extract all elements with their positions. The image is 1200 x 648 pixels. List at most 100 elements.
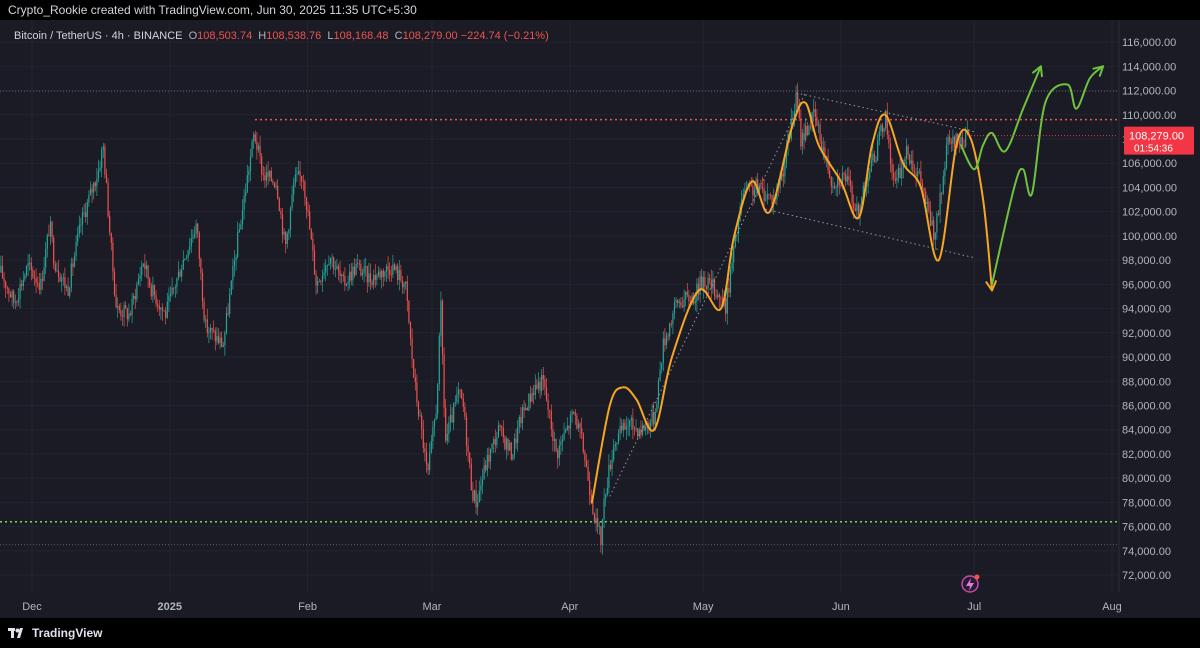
candle-body-498 — [797, 92, 799, 108]
candle-body-286 — [457, 389, 460, 395]
price-tick-label-11: 94,000.00 — [1122, 304, 1171, 316]
price-chart[interactable]: 72,000.00 74,000.00 76,000.00 78,000.00 80,0… — [0, 20, 1200, 618]
candle-body-441 — [705, 286, 708, 289]
time-axis: Dec 2025 Feb Mar Apr May Jun Jul Aug — [22, 601, 1122, 613]
candle-body-260 — [416, 382, 418, 403]
candle-body-180 — [288, 229, 290, 234]
candle-body-96 — [153, 284, 156, 296]
candle-body-461 — [737, 221, 740, 234]
candle-body-11 — [17, 298, 20, 303]
candle-body-358 — [573, 411, 575, 413]
candle-body-191 — [305, 197, 308, 211]
candle-body-297 — [475, 490, 477, 508]
candle-body-4 — [6, 287, 8, 289]
candle-body-181 — [289, 207, 292, 230]
candle-body-13 — [21, 284, 23, 286]
candle-body-116 — [185, 257, 188, 259]
candle-body-75 — [120, 310, 122, 316]
candle-body-50 — [80, 224, 82, 226]
candle-body-195 — [312, 239, 314, 251]
candle-body-574 — [918, 171, 920, 172]
last-price-tag-box — [1124, 126, 1194, 155]
candle-body-245 — [392, 264, 394, 275]
candle-body-323 — [517, 426, 519, 444]
tradingview-brand[interactable]: TradingView — [32, 626, 103, 640]
candle-body-351 — [561, 439, 564, 442]
candle-body-488 — [781, 173, 783, 181]
candle-body-449 — [718, 294, 720, 298]
candle-body-593 — [949, 136, 951, 142]
candle-body-367 — [587, 466, 589, 481]
candle-body-591 — [945, 144, 948, 168]
candle-body-592 — [947, 136, 949, 145]
candle-body-372 — [595, 517, 597, 522]
candle-body-87 — [139, 275, 141, 279]
candle-body-306 — [489, 448, 492, 462]
candle-body-439 — [702, 277, 704, 290]
candle-body-264 — [422, 428, 424, 449]
candle-body-314 — [502, 427, 504, 438]
candle-body-342 — [547, 399, 549, 410]
candle-body-594 — [950, 141, 952, 144]
price-tick-label-5: 82,000.00 — [1122, 449, 1171, 461]
candle-body-536 — [857, 204, 860, 216]
candle-body-170 — [272, 180, 274, 184]
candle-body-97 — [155, 295, 157, 305]
candle-body-438 — [701, 276, 703, 290]
candle-body-117 — [187, 250, 189, 258]
candle-body-340 — [544, 379, 546, 388]
candle-body-48 — [77, 233, 79, 242]
candle-body-197 — [315, 274, 317, 286]
candle-body-310 — [496, 437, 498, 445]
candle-body-571 — [913, 171, 916, 174]
candle-body-61 — [97, 170, 100, 179]
candle-body-550 — [880, 125, 882, 132]
candle-body-32 — [51, 221, 53, 238]
candle-body-252 — [403, 283, 405, 288]
candle-body-388 — [621, 425, 623, 431]
candle-body-275 — [440, 300, 442, 336]
price-axis: 72,000.00 74,000.00 76,000.00 78,000.00 80,0… — [1118, 20, 1177, 592]
candle-body-429 — [686, 291, 688, 295]
candle-body-589 — [942, 176, 944, 194]
candle-body-412 — [659, 369, 661, 381]
candle-body-3 — [5, 281, 7, 288]
candle-body-320 — [512, 454, 514, 460]
candle-body-129 — [206, 319, 208, 333]
candle-body-179 — [286, 233, 288, 244]
candle-body-582 — [931, 220, 933, 226]
candle-body-554 — [886, 110, 888, 135]
candle-body-250 — [400, 270, 402, 281]
chart-area[interactable]: 72,000.00 74,000.00 76,000.00 78,000.00 80,0… — [0, 20, 1200, 618]
candle-body-585 — [936, 213, 938, 233]
candle-body-567 — [907, 146, 909, 155]
candle-body-601 — [961, 136, 964, 146]
candle-body-132 — [211, 328, 213, 330]
candle-body-551 — [881, 125, 884, 132]
level-lines — [0, 90, 1118, 546]
candle-body-155 — [248, 171, 250, 176]
candle-body-94 — [150, 286, 152, 297]
candle-body-527 — [843, 173, 845, 174]
countdown-value: 01:54:36 — [1134, 144, 1173, 155]
tradingview-logo-icon[interactable] — [8, 627, 26, 639]
candle-body-199 — [318, 281, 320, 283]
candle-body-152 — [243, 195, 245, 210]
candle-body-548 — [877, 140, 879, 161]
candle-body-491 — [785, 145, 788, 163]
candle-body-237 — [379, 271, 381, 278]
candle-body-16 — [25, 265, 28, 276]
candle-body-63 — [101, 149, 103, 168]
time-tick-label-4: Apr — [561, 601, 578, 613]
candle-body-410 — [656, 403, 658, 412]
candle-body-568 — [909, 154, 911, 164]
candle-body-216 — [345, 284, 348, 286]
candle-body-224 — [358, 263, 360, 265]
candle-body-375 — [600, 526, 602, 545]
candle-body-309 — [494, 439, 496, 445]
candle-body-142 — [227, 313, 229, 314]
candle-body-587 — [939, 192, 941, 216]
candle-body-137 — [219, 337, 221, 344]
candle-body-92 — [147, 265, 149, 279]
candle-body-236 — [377, 271, 380, 276]
